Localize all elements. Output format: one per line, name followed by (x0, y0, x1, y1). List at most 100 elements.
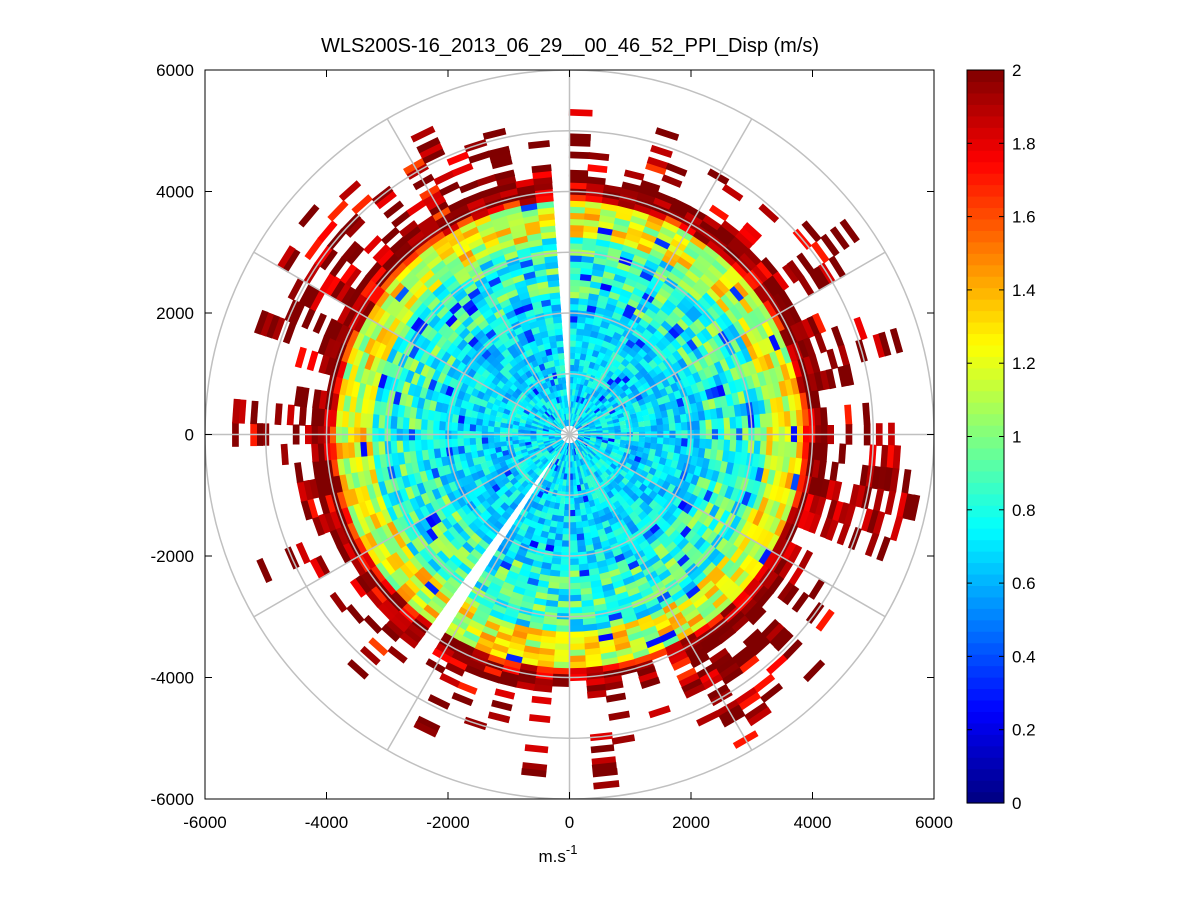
data-cell (687, 362, 699, 375)
data-cell (711, 418, 719, 430)
data-cell (687, 350, 699, 364)
data-cell (720, 220, 740, 238)
data-cell (729, 515, 742, 531)
data-cell (631, 515, 643, 526)
colorbar-band (967, 344, 1004, 357)
data-cell (706, 566, 722, 582)
data-cell (595, 469, 603, 477)
data-cell (788, 565, 805, 587)
data-cell (801, 220, 822, 243)
data-cell (755, 528, 770, 546)
data-cell (695, 278, 712, 293)
data-cell (681, 480, 691, 493)
data-cell (658, 403, 668, 413)
data-cell (587, 409, 595, 418)
data-cell (803, 356, 815, 376)
data-cell (629, 565, 643, 577)
data-cell (599, 419, 608, 425)
colorbar-band (967, 115, 1004, 128)
data-cell (624, 581, 638, 593)
data-cell (855, 485, 867, 508)
data-cell (732, 320, 747, 337)
data-cell (795, 320, 810, 341)
data-cell (613, 641, 631, 652)
data-cell (695, 524, 709, 538)
data-cell (588, 402, 596, 410)
data-cell (751, 585, 769, 604)
data-cell (702, 366, 714, 380)
data-cell (639, 270, 655, 283)
data-cell (606, 420, 615, 426)
data-cell (685, 545, 699, 560)
data-cell (655, 191, 675, 205)
data-cell (656, 532, 669, 545)
data-cell (644, 259, 660, 272)
colorbar-band (967, 218, 1004, 231)
data-cell (625, 625, 642, 637)
data-cell (607, 465, 616, 474)
data-cell (655, 340, 668, 352)
data-cell (708, 204, 729, 222)
data-cell (645, 323, 658, 335)
data-cell (737, 691, 762, 711)
data-cell (774, 365, 786, 383)
data-cell (715, 407, 725, 420)
data-cell (763, 353, 776, 371)
data-cell (791, 360, 803, 379)
data-cell (826, 348, 839, 370)
data-cell (607, 395, 616, 404)
data-cell (286, 404, 295, 426)
data-cell (590, 505, 598, 514)
data-cell (588, 152, 610, 161)
data-cell (605, 417, 614, 423)
data-cell (605, 459, 613, 467)
x-tick-label: 0 (565, 813, 574, 832)
data-cell (672, 407, 681, 417)
data-cell (575, 521, 583, 529)
data-cell (583, 359, 591, 368)
data-cell (558, 582, 570, 590)
data-cell (654, 411, 663, 420)
data-cell (681, 377, 691, 389)
data-cell (777, 581, 795, 602)
data-cell (876, 536, 891, 562)
data-cell (757, 303, 773, 322)
data-cell (719, 496, 731, 511)
data-cell (679, 445, 688, 456)
data-cell (656, 437, 665, 445)
data-cell (586, 379, 594, 388)
data-cell (758, 203, 780, 224)
data-cell (628, 525, 640, 536)
data-cell (692, 571, 708, 587)
data-cell (582, 470, 589, 478)
data-cell (763, 498, 776, 516)
data-cell (610, 411, 618, 418)
data-cell (569, 582, 581, 590)
data-cell (622, 575, 636, 587)
data-cell (579, 285, 591, 294)
data-cell (760, 682, 784, 703)
data-cell (579, 279, 592, 288)
data-cell (632, 603, 648, 615)
data-cell (740, 491, 752, 507)
data-cell (680, 541, 695, 556)
data-cell (644, 636, 663, 650)
data-cell (707, 479, 718, 493)
data-cell (612, 223, 630, 234)
data-cell (742, 628, 763, 647)
data-cell (590, 449, 598, 456)
colorbar-band (967, 551, 1004, 564)
data-cell (659, 629, 677, 644)
data-cell (752, 673, 776, 694)
data-cell (583, 532, 592, 541)
data-cell (737, 316, 752, 334)
data-cell (688, 264, 705, 279)
data-cell (703, 268, 720, 285)
data-cell (766, 533, 781, 553)
data-cell (739, 252, 758, 271)
data-cell (593, 407, 602, 415)
data-cell (825, 368, 837, 390)
data-cell (864, 532, 880, 557)
colorbar-band (967, 207, 1004, 220)
data-cell (578, 396, 584, 404)
